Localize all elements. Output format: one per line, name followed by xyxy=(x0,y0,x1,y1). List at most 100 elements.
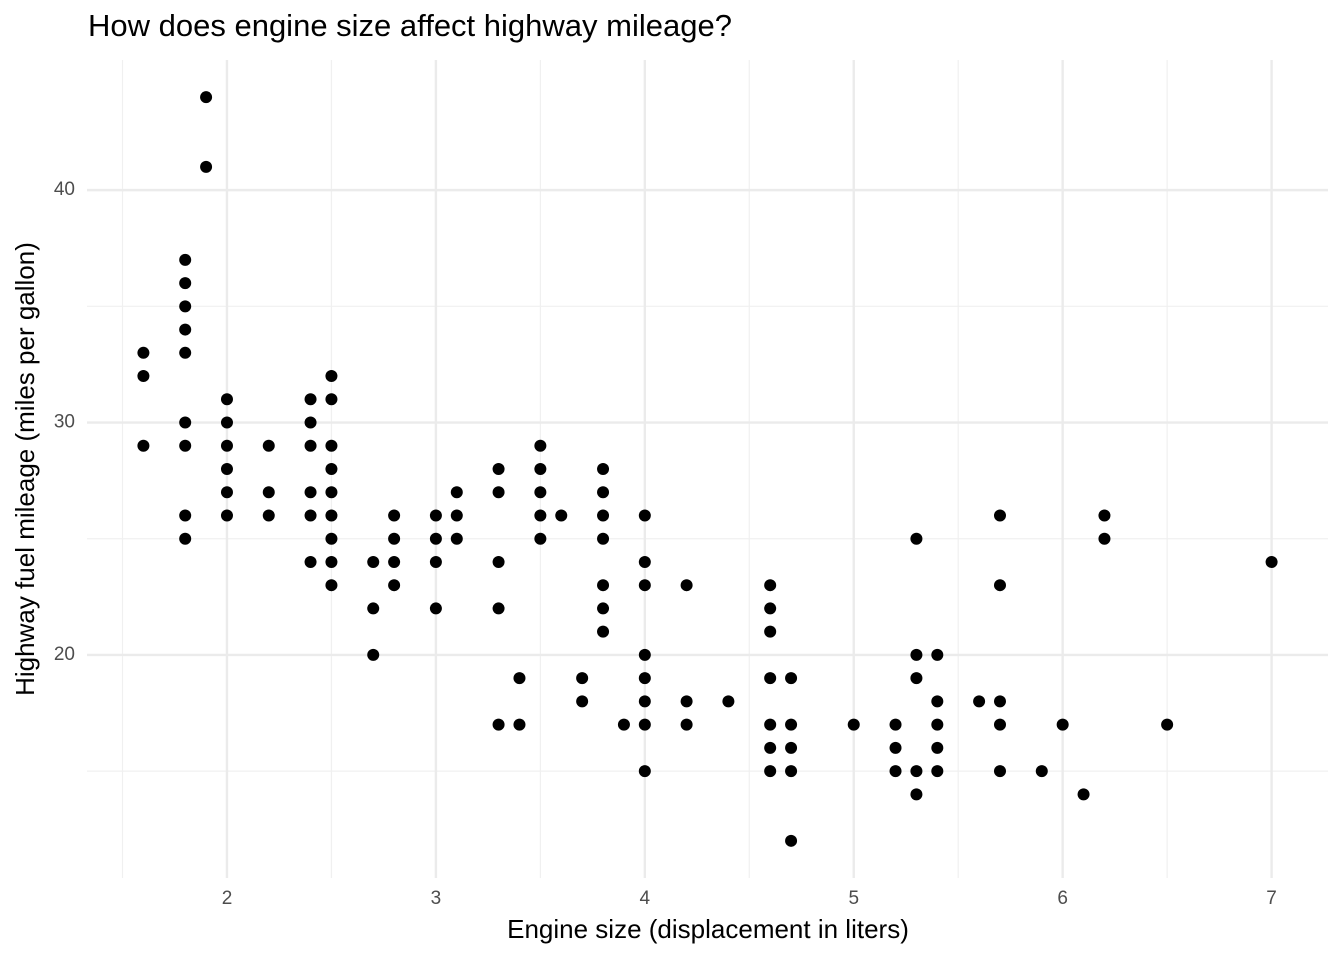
x-tick-label: 4 xyxy=(640,888,651,909)
point xyxy=(450,486,463,499)
point xyxy=(993,509,1006,522)
point xyxy=(1161,718,1174,731)
point xyxy=(367,555,380,568)
point xyxy=(680,695,693,708)
point xyxy=(492,718,505,731)
point xyxy=(993,579,1006,592)
point xyxy=(137,439,150,452)
point xyxy=(597,579,610,592)
point xyxy=(576,695,589,708)
point xyxy=(931,765,944,778)
point xyxy=(931,718,944,731)
point xyxy=(304,416,317,429)
point xyxy=(137,346,150,359)
point xyxy=(325,463,338,475)
point xyxy=(638,672,651,685)
point xyxy=(910,765,923,778)
point xyxy=(973,695,986,708)
point xyxy=(179,253,192,266)
point xyxy=(638,695,651,708)
point xyxy=(1098,509,1111,522)
point xyxy=(200,91,213,104)
point xyxy=(1077,788,1090,801)
point xyxy=(555,509,568,522)
point xyxy=(931,695,944,708)
point xyxy=(597,625,610,638)
point xyxy=(388,509,401,522)
x-axis-title: Engine size (displacement in liters) xyxy=(507,914,909,944)
point xyxy=(785,672,798,685)
point xyxy=(513,718,526,731)
point xyxy=(179,277,192,290)
point xyxy=(325,393,338,406)
point xyxy=(576,672,589,685)
point xyxy=(764,625,777,638)
point xyxy=(388,532,401,545)
point xyxy=(680,718,693,731)
point xyxy=(492,463,505,475)
point xyxy=(262,439,275,452)
point xyxy=(492,486,505,499)
x-tick-label: 2 xyxy=(222,888,233,909)
point xyxy=(450,532,463,545)
point xyxy=(785,765,798,778)
point xyxy=(179,346,192,359)
point xyxy=(764,602,777,615)
point xyxy=(910,788,923,801)
point xyxy=(847,718,860,731)
point xyxy=(513,672,526,685)
point xyxy=(534,439,547,452)
point xyxy=(993,695,1006,708)
point xyxy=(220,439,233,452)
point xyxy=(179,532,192,545)
point xyxy=(764,579,777,592)
point xyxy=(617,718,630,731)
point xyxy=(325,439,338,452)
point xyxy=(429,602,442,615)
point xyxy=(325,486,338,499)
point xyxy=(179,509,192,522)
point xyxy=(764,672,777,685)
point xyxy=(304,439,317,452)
point xyxy=(597,509,610,522)
y-tick-label: 40 xyxy=(54,179,75,200)
point xyxy=(993,765,1006,778)
point xyxy=(220,393,233,406)
point xyxy=(785,718,798,731)
point xyxy=(597,602,610,615)
point xyxy=(638,765,651,778)
point xyxy=(429,532,442,545)
point xyxy=(722,695,735,708)
point xyxy=(1056,718,1069,731)
point xyxy=(262,509,275,522)
point xyxy=(325,370,338,383)
point xyxy=(220,509,233,522)
point xyxy=(910,648,923,661)
point xyxy=(220,486,233,499)
point xyxy=(179,323,192,336)
point xyxy=(638,648,651,661)
point xyxy=(910,532,923,545)
point xyxy=(304,509,317,522)
point xyxy=(325,579,338,592)
point xyxy=(534,509,547,522)
y-axis-title: Highway fuel mileage (miles per gallon) xyxy=(10,242,40,696)
point xyxy=(429,555,442,568)
point xyxy=(137,370,150,383)
point xyxy=(785,834,798,847)
point xyxy=(325,509,338,522)
point xyxy=(910,672,923,685)
point xyxy=(638,509,651,522)
point xyxy=(597,463,610,475)
point xyxy=(220,416,233,429)
point xyxy=(450,509,463,522)
point xyxy=(638,718,651,731)
point xyxy=(304,393,317,406)
point xyxy=(889,741,902,754)
point xyxy=(304,486,317,499)
point xyxy=(388,579,401,592)
point xyxy=(220,463,233,475)
x-tick-label: 6 xyxy=(1057,888,1068,909)
